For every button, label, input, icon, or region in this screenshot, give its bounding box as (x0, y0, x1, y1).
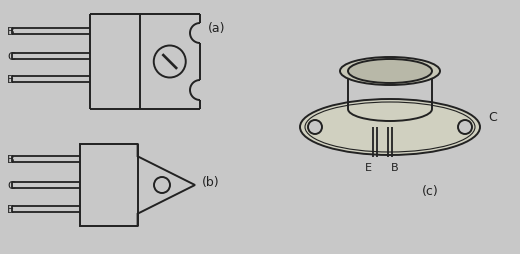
Circle shape (458, 121, 472, 134)
Text: E: E (7, 75, 14, 85)
Circle shape (308, 121, 322, 134)
Text: B: B (391, 162, 399, 172)
Text: (c): (c) (422, 184, 438, 197)
Bar (90, 15, 200, 109)
Text: (b): (b) (202, 176, 219, 189)
Text: (a): (a) (208, 22, 226, 35)
Text: B: B (7, 27, 15, 37)
Text: B: B (7, 154, 15, 164)
Text: E: E (7, 204, 14, 214)
Text: C: C (7, 52, 15, 62)
Text: C: C (7, 180, 15, 190)
Ellipse shape (348, 60, 432, 84)
Ellipse shape (340, 58, 440, 86)
Text: E: E (365, 162, 371, 172)
Ellipse shape (300, 100, 480, 155)
Text: C: C (488, 111, 497, 124)
Polygon shape (80, 145, 195, 226)
